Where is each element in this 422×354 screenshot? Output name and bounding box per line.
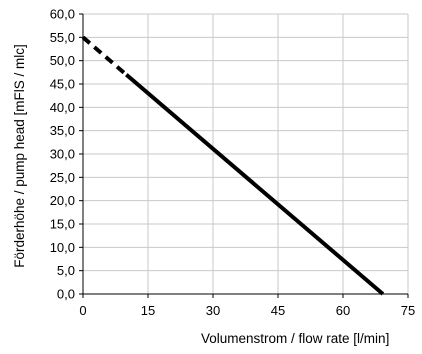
y-tick-label: 55,0	[50, 30, 75, 45]
pump-curve-solid-segment	[125, 73, 385, 296]
axes	[79, 13, 409, 298]
x-tick-label: 75	[401, 303, 415, 318]
y-tick-label: 40,0	[50, 100, 75, 115]
y-tick-label: 10,0	[50, 240, 75, 255]
x-tick-label: 60	[336, 303, 350, 318]
y-tick-label: 0,0	[57, 287, 75, 302]
y-tick-label: 20,0	[50, 193, 75, 208]
y-tick-label: 25,0	[50, 170, 75, 185]
x-tick-label: 30	[206, 303, 220, 318]
pump-curve-dashed-segment	[81, 35, 128, 77]
y-tick-label: 35,0	[50, 123, 75, 138]
y-tick-label: 50,0	[50, 53, 75, 68]
y-tick-label: 15,0	[50, 217, 75, 232]
x-tick-label: 0	[79, 303, 86, 318]
grid	[82, 13, 409, 295]
y-tick-label: 30,0	[50, 147, 75, 162]
y-tick-label: 45,0	[50, 77, 75, 92]
y-axis-label: Förderhöhe / pump head [mFlS / mlc]	[12, 44, 27, 268]
x-axis-label: Volumenstrom / flow rate [l/min]	[201, 331, 389, 346]
tick-labels: 0,0 5,0 10,0 15,0 20,0 25,0 30,0 35,0 40,0 45,0 50…	[50, 7, 416, 319]
y-tick-label: 5,0	[57, 263, 75, 278]
y-tick-label: 60,0	[50, 7, 75, 22]
x-tick-label: 45	[271, 303, 285, 318]
series-layer	[81, 35, 385, 296]
x-tick-label: 15	[141, 303, 155, 318]
